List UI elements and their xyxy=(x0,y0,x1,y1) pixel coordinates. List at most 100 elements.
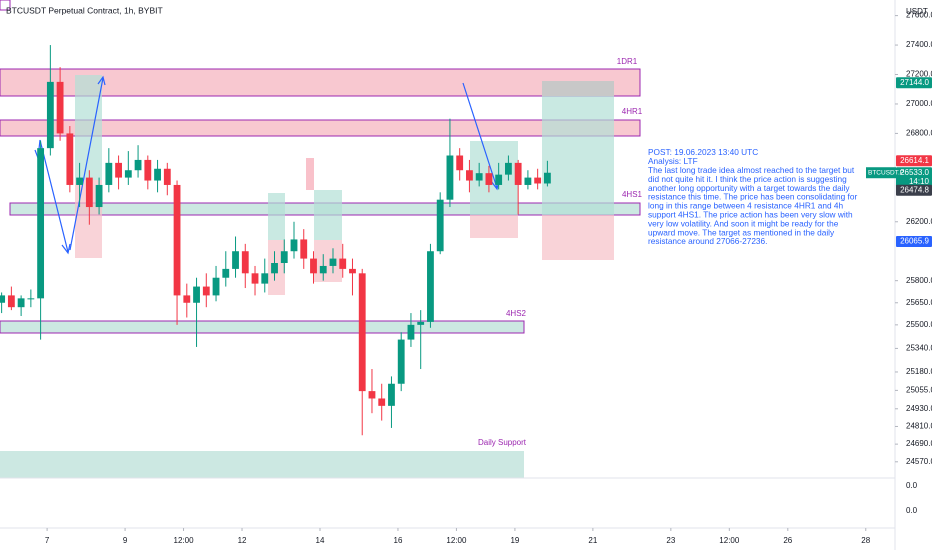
x-tick-label: 14 xyxy=(316,536,325,545)
candle-body xyxy=(56,81,64,134)
candle-body xyxy=(232,251,239,269)
annotation-line: long in this range between 4 resistance … xyxy=(648,201,843,211)
x-tick-label: 19 xyxy=(510,536,519,545)
candle-body xyxy=(95,184,103,208)
price-label-bg xyxy=(896,184,932,196)
x-tick-label: 12:00 xyxy=(719,536,740,545)
currency: USDT xyxy=(906,7,928,16)
annotation-line: support 4HS1. The price action has been … xyxy=(648,209,853,219)
price-label: 26614.1 xyxy=(900,156,929,165)
candle-body xyxy=(134,159,142,171)
zone-4hs2 xyxy=(0,320,525,334)
candle-body xyxy=(349,268,356,274)
y-tick-label: 27000.0 xyxy=(906,99,932,108)
y-tick-label: 25500.0 xyxy=(906,320,932,329)
zone-daily-support xyxy=(0,451,524,478)
price-label-bg xyxy=(896,167,932,188)
candle-body xyxy=(505,162,512,175)
candle-body xyxy=(183,295,191,303)
price-label: 27144.0 xyxy=(900,78,929,87)
candle-body xyxy=(524,177,532,185)
candle-body xyxy=(241,251,249,274)
candle-body xyxy=(290,239,298,252)
drawings xyxy=(0,0,896,550)
candle-body xyxy=(105,162,113,185)
candle-body xyxy=(466,170,473,181)
price-label: 26474.8 xyxy=(900,185,929,194)
candle-body xyxy=(173,184,181,296)
long-target xyxy=(314,190,342,240)
arrow xyxy=(39,139,71,255)
annotation-line: resistance this time. The price has been… xyxy=(648,192,857,202)
candle-body xyxy=(358,273,366,392)
candle-body xyxy=(534,177,542,184)
arrow xyxy=(69,75,106,251)
annotation-line: another long opportunity with a target t… xyxy=(648,183,850,193)
annotation-line: very low volatility. And soon it might b… xyxy=(648,218,839,228)
price-label-bg xyxy=(896,236,932,248)
y-tick-label: 25800.0 xyxy=(906,276,932,285)
candle-body xyxy=(37,148,45,299)
candle-body xyxy=(0,295,6,303)
symbol-tag: BTCUSDT.P xyxy=(868,169,904,176)
candle-body xyxy=(446,155,454,200)
candle-body xyxy=(193,286,200,303)
candle-body xyxy=(543,172,551,184)
price-label-bg xyxy=(896,77,932,89)
chart-title: BTCUSDT Perpetual Contract, 1h, BYBIT xyxy=(6,5,163,15)
candle-body xyxy=(417,321,425,325)
y-tick-label: 25055.0 xyxy=(906,385,932,394)
y-tick-label: 24690.0 xyxy=(906,439,932,448)
long-stop xyxy=(542,215,614,260)
candle-body xyxy=(271,263,278,274)
candle-body xyxy=(475,173,483,181)
countdown: 14:10 xyxy=(909,177,930,186)
symbol-icon xyxy=(0,0,11,11)
candle-body xyxy=(251,273,259,284)
y-tick-label: 27600.0 xyxy=(906,11,932,20)
candle-body xyxy=(378,398,386,406)
candle-body xyxy=(495,174,503,185)
candle-body xyxy=(329,258,337,266)
x-tick-label: 21 xyxy=(588,536,597,545)
y-tick-label: 26200.0 xyxy=(906,217,932,226)
candle-body xyxy=(202,286,210,296)
x-tick-label: 12:00 xyxy=(174,536,195,545)
candle-body xyxy=(388,383,395,406)
long-stop xyxy=(314,240,342,282)
y-tick-label: 27400.0 xyxy=(906,40,932,49)
candle-body xyxy=(300,239,308,259)
y-tick-label: 25340.0 xyxy=(906,344,932,353)
candle-body xyxy=(154,168,161,181)
candle-body xyxy=(280,251,288,264)
candle-body xyxy=(17,298,25,308)
candle-body xyxy=(456,155,464,171)
y-tick-label: 25650.0 xyxy=(906,298,932,307)
candle-body xyxy=(261,273,269,284)
symbol-tag-bg xyxy=(866,167,896,179)
zone-label: 4HS2 xyxy=(506,309,527,318)
price-label-bg xyxy=(896,155,932,167)
x-tick-label: 23 xyxy=(666,536,675,545)
arrows xyxy=(34,75,500,255)
annotation-line: Analysis: LTF xyxy=(648,156,698,166)
zone-1dr1 xyxy=(0,68,641,97)
y-tick-label: 24570.0 xyxy=(906,457,932,466)
candle-body xyxy=(407,324,415,340)
candle-body xyxy=(339,258,347,269)
y-tick-label: 26800.0 xyxy=(906,129,932,138)
candle-body xyxy=(46,81,54,149)
y-tick-label: 25180.0 xyxy=(906,367,932,376)
x-tick-label: 12 xyxy=(238,536,247,545)
annotation-line: did not quite hit it. I think the price … xyxy=(648,174,847,184)
zone-label: Daily Support xyxy=(478,438,527,447)
candle-body xyxy=(319,265,327,274)
short-stop xyxy=(306,158,314,190)
zone-label: 4HR1 xyxy=(622,107,643,116)
annotation-line: POST: 19.06.2023 13:40 UTC xyxy=(648,147,758,157)
candle-body xyxy=(124,170,132,178)
candle-body xyxy=(144,159,152,181)
long-target xyxy=(268,193,285,240)
y-tick-label: 27200.0 xyxy=(906,70,932,79)
